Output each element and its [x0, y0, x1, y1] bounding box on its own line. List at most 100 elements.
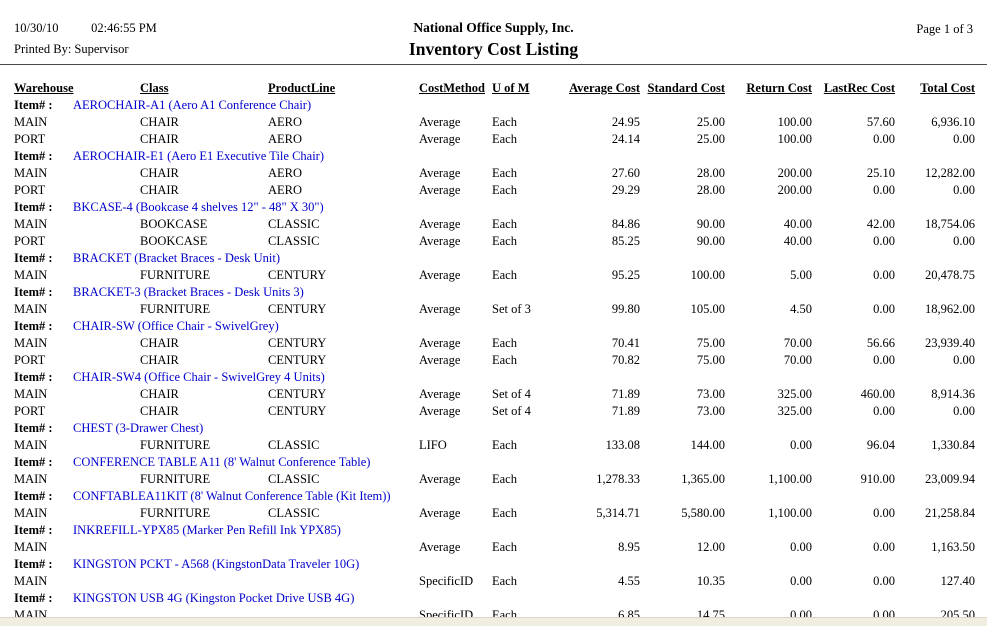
cell-standard-cost: 90.00	[696, 234, 725, 248]
cell-class: CHAIR	[140, 132, 179, 146]
cell-warehouse: PORT	[14, 353, 46, 367]
table-row: MAIN FURNITURE CLASSIC LIFO Each 133.08 144.00…	[14, 437, 975, 454]
item-link[interactable]: KINGSTON PCKT - A568 (KingstonData Trave…	[73, 557, 360, 571]
item-header-cell: Item# : BRACKET-3 (Bracket Braces - Desk …	[14, 284, 975, 301]
cell-costmethod: Average	[419, 183, 461, 197]
table-row: MAIN CHAIR AERO Average Each 24.95 25.00 100.00…	[14, 114, 975, 131]
item-link[interactable]: INKREFILL-YPX85 (Marker Pen Refill Ink Y…	[73, 523, 341, 537]
cell-uom: Set of 3	[492, 302, 531, 316]
cell-lastrec-cost: 57.60	[866, 115, 895, 129]
item-number-label: Item# :	[14, 421, 53, 435]
cell-costmethod: Average	[419, 353, 461, 367]
header-left: 10/30/10 02:46:55 PM Printed By: Supervi…	[14, 21, 157, 57]
cell-lastrec-cost: 0.00	[873, 183, 895, 197]
cell-return-cost: 100.00	[777, 115, 812, 129]
header-divider	[0, 64, 987, 65]
cell-average-cost: 71.89	[611, 404, 640, 418]
item-number-label: Item# :	[14, 591, 53, 605]
cell-costmethod: Average	[419, 472, 461, 486]
cell-class	[140, 539, 268, 556]
cell-productline: CLASSIC	[268, 438, 320, 452]
cell-return-cost: 200.00	[777, 166, 812, 180]
item-link[interactable]: AEROCHAIR-E1 (Aero E1 Executive Tile Cha…	[73, 149, 325, 163]
table-row: PORT CHAIR AERO Average Each 24.14 25.00 100.00…	[14, 131, 975, 148]
cell-warehouse: MAIN	[14, 217, 48, 231]
cell-uom: Set of 4	[492, 387, 531, 401]
item-link[interactable]: BRACKET (Bracket Braces - Desk Unit)	[73, 251, 281, 265]
table-row: MAIN SpecificID Each 4.55 10.35 0.00 0.00 127.4…	[14, 573, 975, 590]
item-header-row: Item# : CONFERENCE TABLE A11 (8' Walnut C…	[14, 454, 975, 471]
table-header: Warehouse Class ProductLine CostMethod U…	[14, 76, 975, 97]
cell-uom: Each	[492, 540, 517, 554]
table-row: MAIN FURNITURE CENTURY Average Set of 3 99.80…	[14, 301, 975, 318]
item-link[interactable]: CONFERENCE TABLE A11 (8' Walnut Conferen…	[73, 455, 371, 469]
cell-uom: Each	[492, 268, 517, 282]
cell-average-cost: 27.60	[611, 166, 640, 180]
item-header-cell: Item# : CHAIR-SW4 (Office Chair - SwivelG…	[14, 369, 975, 386]
cell-standard-cost: 25.00	[696, 115, 725, 129]
cell-standard-cost: 75.00	[696, 336, 725, 350]
page-indicator: Page 1 of 3	[916, 22, 973, 36]
cell-total-cost: 8,914.36	[931, 387, 975, 401]
cell-total-cost: 21,258.84	[925, 506, 975, 520]
cell-productline: AERO	[268, 183, 303, 197]
cell-warehouse: PORT	[14, 234, 46, 248]
cell-lastrec-cost: 0.00	[873, 540, 895, 554]
item-link[interactable]: BKCASE-4 (Bookcase 4 shelves 12" - 48" X…	[73, 200, 324, 214]
cell-return-cost: 40.00	[783, 217, 812, 231]
cell-class: CHAIR	[140, 183, 179, 197]
cell-warehouse: PORT	[14, 132, 46, 146]
table-row: MAIN CHAIR CENTURY Average Each 70.41 75.00 70.…	[14, 335, 975, 352]
cell-standard-cost: 5,580.00	[681, 506, 725, 520]
item-header-row: Item# : KINGSTON PCKT - A568 (KingstonDat…	[14, 556, 975, 573]
item-number-label: Item# :	[14, 285, 53, 299]
item-header-cell: Item# : CHAIR-SW (Office Chair - SwivelGr…	[14, 318, 975, 335]
cell-total-cost: 23,009.94	[925, 472, 975, 486]
cell-standard-cost: 73.00	[696, 404, 725, 418]
item-link[interactable]: CONFTABLEA11KIT (8' Walnut Conference Ta…	[73, 489, 391, 503]
item-link[interactable]: CHAIR-SW4 (Office Chair - SwivelGrey 4 U…	[73, 370, 325, 384]
cell-uom: Set of 4	[492, 404, 531, 418]
print-date: 10/30/10	[14, 21, 59, 35]
cell-warehouse: MAIN	[14, 506, 48, 520]
cell-average-cost: 29.29	[611, 183, 640, 197]
item-header-row: Item# : CHAIR-SW4 (Office Chair - SwivelG…	[14, 369, 975, 386]
cell-average-cost: 133.08	[605, 438, 640, 452]
cell-return-cost: 1,100.00	[768, 472, 812, 486]
item-link[interactable]: BRACKET-3 (Bracket Braces - Desk Units 3…	[73, 285, 304, 299]
cell-return-cost: 1,100.00	[768, 506, 812, 520]
item-link[interactable]: CHAIR-SW (Office Chair - SwivelGrey)	[73, 319, 279, 333]
item-link[interactable]: KINGSTON USB 4G (Kingston Pocket Drive U…	[73, 591, 355, 605]
header-center: National Office Supply, Inc. Inventory C…	[0, 20, 987, 60]
cell-uom: Each	[492, 132, 517, 146]
item-number-label: Item# :	[14, 523, 53, 537]
cell-average-cost: 70.82	[611, 353, 640, 367]
cell-class: FURNITURE	[140, 506, 211, 520]
cell-class: CHAIR	[140, 387, 179, 401]
cell-costmethod: LIFO	[419, 438, 447, 452]
table-body: Item# : AEROCHAIR-A1 (Aero A1 Conference …	[14, 97, 975, 624]
item-number-label: Item# :	[14, 557, 53, 571]
cell-uom: Each	[492, 234, 517, 248]
cell-costmethod: Average	[419, 506, 461, 520]
cell-average-cost: 8.95	[618, 540, 640, 554]
cell-uom: Each	[492, 217, 517, 231]
cell-lastrec-cost: 96.04	[866, 438, 895, 452]
cell-standard-cost: 100.00	[690, 268, 725, 282]
cell-class: FURNITURE	[140, 302, 211, 316]
cell-lastrec-cost: 0.00	[873, 268, 895, 282]
item-link[interactable]: CHEST (3-Drawer Chest)	[73, 421, 204, 435]
item-header-cell: Item# : AEROCHAIR-A1 (Aero A1 Conference …	[14, 97, 975, 114]
cell-return-cost: 0.00	[790, 574, 812, 588]
cell-standard-cost: 28.00	[696, 166, 725, 180]
cell-uom: Each	[492, 166, 517, 180]
cell-costmethod: Average	[419, 302, 461, 316]
cell-class: CHAIR	[140, 353, 179, 367]
item-link[interactable]: AEROCHAIR-A1 (Aero A1 Conference Chair)	[73, 98, 312, 112]
item-header-cell: Item# : BKCASE-4 (Bookcase 4 shelves 12" …	[14, 199, 975, 216]
cell-average-cost: 1,278.33	[596, 472, 640, 486]
cell-uom: Each	[492, 353, 517, 367]
cell-productline: CLASSIC	[268, 472, 320, 486]
col-header-total-cost: Total Cost	[920, 81, 975, 95]
print-datetime: 10/30/10 02:46:55 PM	[14, 21, 157, 36]
